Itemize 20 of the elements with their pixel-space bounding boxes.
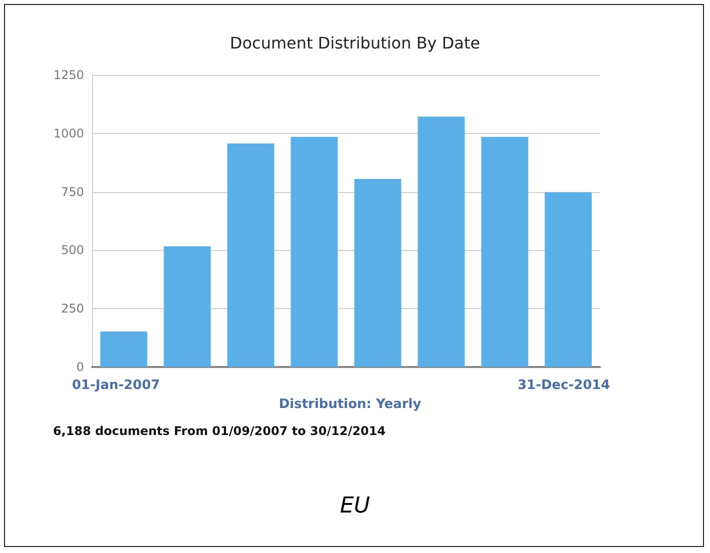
y-tick-label: 1000 bbox=[53, 126, 84, 140]
y-tick-label: 1250 bbox=[53, 68, 84, 82]
text: 31-Dec-2014 bbox=[518, 378, 610, 393]
y-tick-label: 500 bbox=[61, 243, 84, 258]
x-axis-title: Distribution: Yearly bbox=[278, 397, 422, 412]
y-tick-label: 750 bbox=[61, 184, 84, 199]
text: 01-Jan-2007 bbox=[72, 378, 160, 393]
chart-title: Document Distribution By Date bbox=[230, 34, 480, 52]
bar bbox=[354, 178, 402, 367]
bar bbox=[100, 331, 148, 367]
bar bbox=[418, 116, 465, 367]
bar bbox=[481, 136, 528, 367]
y-tick-label: 250 bbox=[61, 302, 84, 316]
text: 6,188 documents From 01/09/2007 to 30/12/2014 bbox=[53, 424, 386, 438]
bar bbox=[544, 192, 592, 367]
text: EU bbox=[340, 494, 370, 518]
bar bbox=[164, 246, 211, 367]
y-tick-label: 0 bbox=[76, 360, 84, 374]
bar bbox=[227, 143, 274, 367]
bar bbox=[290, 136, 338, 367]
